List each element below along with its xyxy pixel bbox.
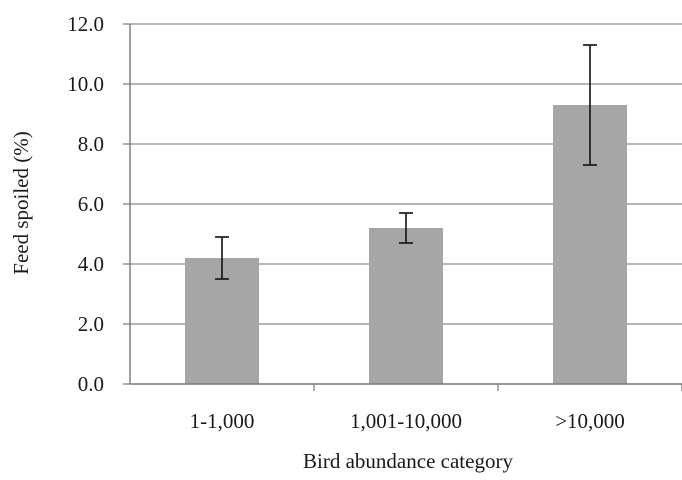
axes [123, 23, 682, 391]
y-tick-label: 6.0 [78, 192, 104, 216]
x-tick-label: >10,000 [555, 409, 625, 433]
error-bar-2 [399, 212, 413, 244]
x-tick-label: 1,001-10,000 [350, 409, 462, 433]
tick-labels: 0.0 2.0 4.0 6.0 8.0 10.0 12.0 1-1,000 1,001-10,0… [67, 12, 625, 433]
y-tick-label: 0.0 [78, 372, 104, 396]
x-axis-title: Bird abundance category [303, 449, 513, 473]
y-tick-label: 4.0 [78, 252, 104, 276]
y-tick-label: 12.0 [67, 12, 104, 36]
y-tick-label: 10.0 [67, 72, 104, 96]
error-bar-3 [583, 44, 597, 166]
error-bar-1 [215, 236, 229, 280]
bars [185, 105, 627, 384]
x-tick-label: 1-1,000 [190, 409, 255, 433]
y-axis-title: Feed spoiled (%) [9, 131, 33, 274]
error-bars [215, 44, 597, 280]
bar-2 [369, 228, 443, 384]
y-tick-label: 8.0 [78, 132, 104, 156]
y-tick-label: 2.0 [78, 312, 104, 336]
